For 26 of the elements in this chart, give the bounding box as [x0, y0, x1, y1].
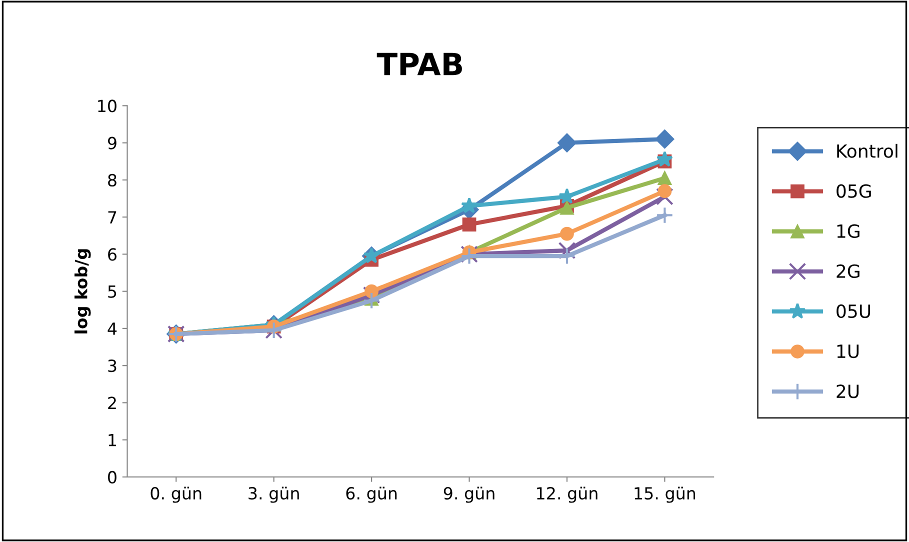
legend-label: 1G	[837, 224, 860, 238]
legend-label: 1U	[837, 344, 859, 358]
y-tick-label: 0	[108, 470, 116, 484]
y-tick-label: 8	[108, 174, 116, 187]
legend-label: 2G	[836, 264, 860, 278]
legend-label: Kontrol	[837, 144, 898, 158]
x-tick-label: 9. gün	[444, 486, 494, 503]
y-tick-label: 7	[108, 211, 116, 224]
y-tick-label: 9	[108, 136, 116, 150]
y-tick-label: 5	[108, 286, 116, 298]
chart-title: TPAB	[376, 52, 462, 76]
x-tick-label: 15. gün	[634, 486, 696, 503]
x-tick-label: 6. gün	[346, 486, 397, 503]
y-tick-label: 2	[108, 396, 116, 410]
y-tick-label: 1	[108, 434, 116, 446]
y-axis-title: log kob/g	[74, 249, 91, 334]
legend-label: 2U	[836, 384, 859, 398]
y-tick-label: 4	[108, 322, 117, 335]
y-tick-label: 6	[108, 248, 116, 261]
y-tick-label: 10	[98, 100, 116, 112]
legend-label: 05G	[836, 184, 871, 198]
legend-label: 05U	[836, 304, 870, 318]
y-tick-label: 3	[108, 360, 116, 372]
x-tick-label: 3. gün	[248, 486, 299, 503]
x-tick-label: 12. gün	[537, 486, 598, 503]
x-tick-label: 0. gün	[150, 486, 202, 503]
